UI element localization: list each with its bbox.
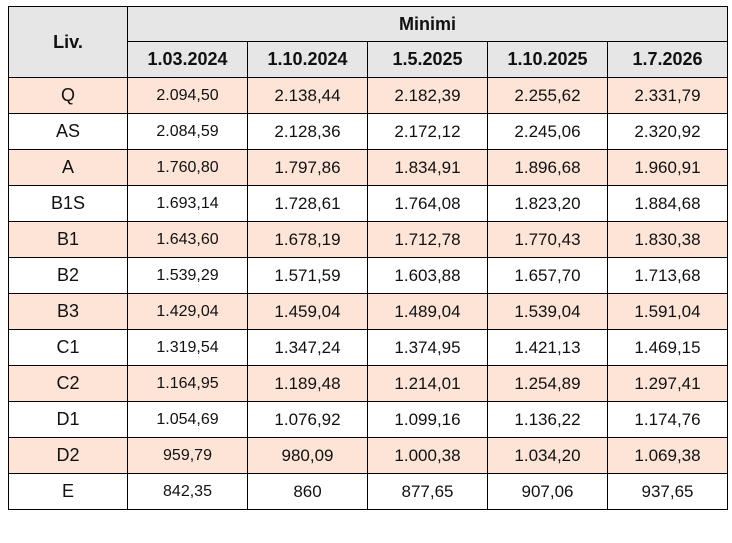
value-cell: 937,65 bbox=[607, 473, 728, 510]
value-cell: 1.136,22 bbox=[487, 401, 608, 438]
value-cell: 1.421,13 bbox=[487, 329, 608, 366]
value-cell: 1.189,48 bbox=[247, 365, 368, 402]
value-cell: 1.319,54 bbox=[127, 329, 248, 366]
table-row: D2 959,79 980,09 1.000,38 1.034,20 1.069,38 bbox=[8, 437, 728, 474]
value-cell: 1.591,04 bbox=[607, 293, 728, 330]
value-cell: 1.896,68 bbox=[487, 149, 608, 186]
value-cell: 1.539,29 bbox=[127, 257, 248, 294]
value-cell: 2.182,39 bbox=[367, 77, 488, 114]
value-cell: 1.960,91 bbox=[607, 149, 728, 186]
table-row: B1 1.643,60 1.678,19 1.712,78 1.770,43 1.830,… bbox=[8, 221, 728, 258]
value-cell: 2.128,36 bbox=[247, 113, 368, 150]
value-cell: 2.245,06 bbox=[487, 113, 608, 150]
value-cell: 1.571,59 bbox=[247, 257, 368, 294]
value-cell: 1.164,95 bbox=[127, 365, 248, 402]
table-row: B3 1.429,04 1.459,04 1.489,04 1.539,04 1.591,… bbox=[8, 293, 728, 330]
value-cell: 2.138,44 bbox=[247, 77, 368, 114]
value-cell: 1.459,04 bbox=[247, 293, 368, 330]
table-row: A 1.760,80 1.797,86 1.834,91 1.896,68 1.960,9… bbox=[8, 149, 728, 186]
level-cell: C2 bbox=[8, 365, 128, 402]
header-date: 1.10.2024 bbox=[247, 41, 368, 78]
value-cell: 1.823,20 bbox=[487, 185, 608, 222]
value-cell: 2.172,12 bbox=[367, 113, 488, 150]
value-cell: 842,35 bbox=[127, 473, 248, 510]
value-cell: 1.770,43 bbox=[487, 221, 608, 258]
value-cell: 1.712,78 bbox=[367, 221, 488, 258]
value-cell: 1.076,92 bbox=[247, 401, 368, 438]
table-row: AS 2.084,59 2.128,36 2.172,12 2.245,06 2.320,… bbox=[8, 113, 728, 150]
level-cell: D2 bbox=[8, 437, 128, 474]
value-cell: 907,06 bbox=[487, 473, 608, 510]
value-cell: 1.643,60 bbox=[127, 221, 248, 258]
header-date: 1.10.2025 bbox=[487, 41, 608, 78]
value-cell: 1.214,01 bbox=[367, 365, 488, 402]
value-cell: 1.797,86 bbox=[247, 149, 368, 186]
value-cell: 1.374,95 bbox=[367, 329, 488, 366]
table-row: D1 1.054,69 1.076,92 1.099,16 1.136,22 1.174,… bbox=[8, 401, 728, 438]
value-cell: 1.297,41 bbox=[607, 365, 728, 402]
value-cell: 1.884,68 bbox=[607, 185, 728, 222]
level-cell: B3 bbox=[8, 293, 128, 330]
value-cell: 1.830,38 bbox=[607, 221, 728, 258]
level-cell: B1S bbox=[8, 185, 128, 222]
table-row: Q 2.094,50 2.138,44 2.182,39 2.255,62 2.331,7… bbox=[8, 77, 728, 114]
value-cell: 1.347,24 bbox=[247, 329, 368, 366]
level-cell: A bbox=[8, 149, 128, 186]
value-cell: 1.728,61 bbox=[247, 185, 368, 222]
table-row: E 842,35 860 877,65 907,06 937,65 bbox=[8, 473, 728, 510]
table-row: C1 1.319,54 1.347,24 1.374,95 1.421,13 1.469,… bbox=[8, 329, 728, 366]
value-cell: 1.657,70 bbox=[487, 257, 608, 294]
value-cell: 1.603,88 bbox=[367, 257, 488, 294]
table-row: B1S 1.693,14 1.728,61 1.764,08 1.823,20 1.884… bbox=[8, 185, 728, 222]
header-level: Liv. bbox=[8, 6, 128, 78]
value-cell: 1.693,14 bbox=[127, 185, 248, 222]
value-cell: 1.489,04 bbox=[367, 293, 488, 330]
value-cell: 1.000,38 bbox=[367, 437, 488, 474]
value-cell: 1.429,04 bbox=[127, 293, 248, 330]
level-cell: E bbox=[8, 473, 128, 510]
value-cell: 877,65 bbox=[367, 473, 488, 510]
value-cell: 1.469,15 bbox=[607, 329, 728, 366]
value-cell: 1.254,89 bbox=[487, 365, 608, 402]
level-cell: Q bbox=[8, 77, 128, 114]
value-cell: 2.094,50 bbox=[127, 77, 248, 114]
value-cell: 1.834,91 bbox=[367, 149, 488, 186]
table-body: Q 2.094,50 2.138,44 2.182,39 2.255,62 2.331,7… bbox=[8, 77, 728, 510]
value-cell: 1.054,69 bbox=[127, 401, 248, 438]
level-cell: AS bbox=[8, 113, 128, 150]
value-cell: 2.320,92 bbox=[607, 113, 728, 150]
header-group-minimi: Minimi bbox=[127, 6, 728, 42]
value-cell: 1.760,80 bbox=[127, 149, 248, 186]
value-cell: 2.084,59 bbox=[127, 113, 248, 150]
value-cell: 1.034,20 bbox=[487, 437, 608, 474]
level-cell: B1 bbox=[8, 221, 128, 258]
value-cell: 980,09 bbox=[247, 437, 368, 474]
value-cell: 2.331,79 bbox=[607, 77, 728, 114]
value-cell: 2.255,62 bbox=[487, 77, 608, 114]
value-cell: 1.713,68 bbox=[607, 257, 728, 294]
value-cell: 1.069,38 bbox=[607, 437, 728, 474]
minimum-salary-table: Liv. Minimi 1.03.2024 1.10.2024 1.5.2025… bbox=[8, 6, 728, 510]
value-cell: 860 bbox=[247, 473, 368, 510]
value-cell: 959,79 bbox=[127, 437, 248, 474]
level-cell: B2 bbox=[8, 257, 128, 294]
header-date: 1.7.2026 bbox=[607, 41, 728, 78]
salary-table-container: Liv. Minimi 1.03.2024 1.10.2024 1.5.2025… bbox=[8, 6, 728, 510]
value-cell: 1.539,04 bbox=[487, 293, 608, 330]
value-cell: 1.678,19 bbox=[247, 221, 368, 258]
table-row: B2 1.539,29 1.571,59 1.603,88 1.657,70 1.713,… bbox=[8, 257, 728, 294]
header-date: 1.5.2025 bbox=[367, 41, 488, 78]
value-cell: 1.099,16 bbox=[367, 401, 488, 438]
table-row: C2 1.164,95 1.189,48 1.214,01 1.254,89 1.297,… bbox=[8, 365, 728, 402]
level-cell: C1 bbox=[8, 329, 128, 366]
value-cell: 1.764,08 bbox=[367, 185, 488, 222]
level-cell: D1 bbox=[8, 401, 128, 438]
header-date: 1.03.2024 bbox=[127, 41, 248, 78]
value-cell: 1.174,76 bbox=[607, 401, 728, 438]
